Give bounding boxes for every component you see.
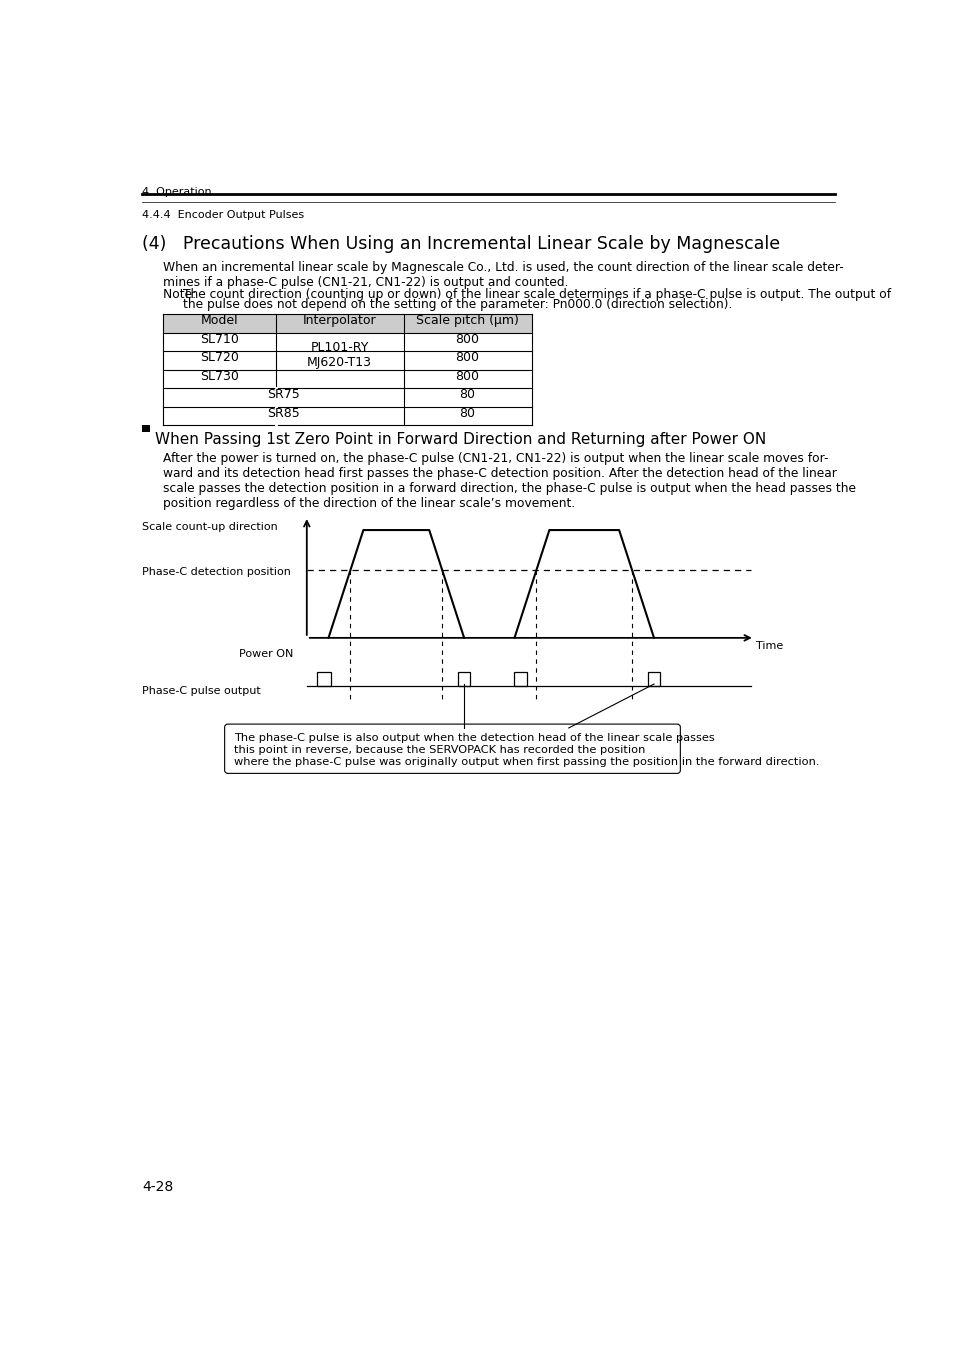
Bar bbox=[514, 672, 526, 686]
Text: SR75: SR75 bbox=[267, 387, 299, 401]
Text: Power ON: Power ON bbox=[239, 649, 294, 659]
Text: 800: 800 bbox=[456, 332, 479, 346]
Text: 800: 800 bbox=[456, 351, 479, 364]
Text: Phase-C detection position: Phase-C detection position bbox=[142, 567, 291, 576]
Text: 4.4.4  Encoder Output Pulses: 4.4.4 Encoder Output Pulses bbox=[142, 209, 304, 220]
Text: When Passing 1st Zero Point in Forward Direction and Returning after Power ON: When Passing 1st Zero Point in Forward D… bbox=[154, 432, 765, 447]
Text: Time: Time bbox=[756, 641, 782, 651]
Text: Note:: Note: bbox=[163, 288, 200, 301]
Text: the pulse does not depend on the setting of the parameter: Pn000.0 (direction se: the pulse does not depend on the setting… bbox=[183, 297, 731, 310]
Text: SR85: SR85 bbox=[267, 406, 299, 420]
Text: 4-28: 4-28 bbox=[142, 1180, 173, 1193]
Text: PL101-RY
MJ620-T13: PL101-RY MJ620-T13 bbox=[307, 340, 372, 369]
FancyBboxPatch shape bbox=[224, 724, 679, 774]
Text: 4  Operation: 4 Operation bbox=[142, 186, 212, 197]
Text: SL720: SL720 bbox=[200, 351, 239, 364]
Text: Scale count-up direction: Scale count-up direction bbox=[142, 522, 278, 532]
Text: When an incremental linear scale by Magnescale Co., Ltd. is used, the count dire: When an incremental linear scale by Magn… bbox=[163, 261, 843, 289]
Text: Scale pitch (μm): Scale pitch (μm) bbox=[416, 315, 518, 327]
Bar bbox=[163, 315, 531, 333]
Bar bbox=[457, 672, 470, 686]
Text: The count direction (counting up or down) of the linear scale determines if a ph: The count direction (counting up or down… bbox=[183, 288, 890, 301]
Text: 800: 800 bbox=[456, 370, 479, 382]
Bar bbox=[316, 672, 331, 686]
Text: Phase-C pulse output: Phase-C pulse output bbox=[142, 686, 261, 695]
Text: 80: 80 bbox=[459, 406, 476, 420]
Text: SL730: SL730 bbox=[200, 370, 239, 382]
Text: Model: Model bbox=[200, 315, 238, 327]
Bar bbox=[647, 672, 659, 686]
Text: 80: 80 bbox=[459, 387, 476, 401]
Text: SL710: SL710 bbox=[200, 332, 239, 346]
Text: After the power is turned on, the phase-C pulse (CN1-21, CN1-22) is output when : After the power is turned on, the phase-… bbox=[163, 451, 856, 509]
Bar bbox=[142, 424, 150, 432]
Text: Interpolator: Interpolator bbox=[303, 315, 376, 327]
Text: (4)   Precautions When Using an Incremental Linear Scale by Magnescale: (4) Precautions When Using an Incrementa… bbox=[142, 235, 780, 254]
Text: The phase-C pulse is also output when the detection head of the linear scale pas: The phase-C pulse is also output when th… bbox=[233, 733, 819, 767]
